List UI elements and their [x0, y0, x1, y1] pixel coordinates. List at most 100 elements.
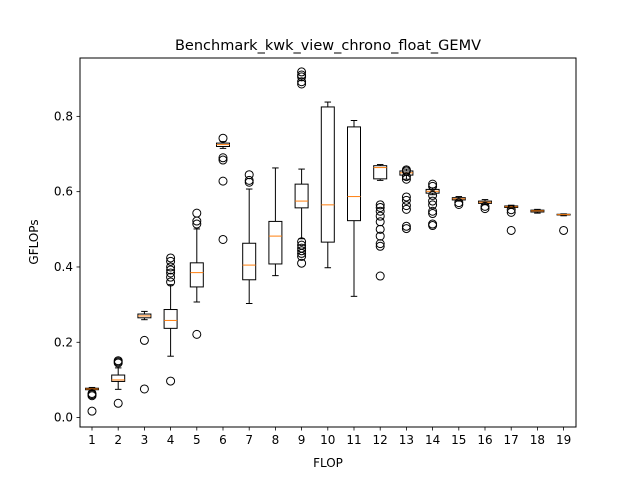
x-tick-label: 12 [373, 433, 388, 447]
box-group [504, 204, 519, 235]
iqr-box [189, 262, 204, 288]
iqr-box [242, 242, 257, 281]
flier-point [428, 190, 438, 200]
flier-point [428, 181, 438, 191]
flier-point [166, 272, 176, 282]
flier-point [218, 176, 228, 186]
flier-point [87, 406, 97, 416]
box-group [294, 67, 309, 268]
iqr-box [268, 220, 283, 265]
flier-point [480, 204, 490, 214]
flier-point [401, 201, 411, 211]
box-group [163, 253, 178, 386]
flier-point [428, 179, 438, 189]
chart-title: Benchmark_kwk_view_chrono_float_GEMV [175, 38, 481, 54]
box-group [189, 208, 204, 339]
flier-point [375, 211, 385, 221]
x-tick-label: 5 [193, 433, 201, 447]
flier-point [139, 384, 149, 394]
iqr-box [294, 183, 309, 209]
iqr-box [320, 106, 335, 243]
x-tick-label: 6 [219, 433, 227, 447]
flier-point [375, 224, 385, 234]
x-tick-label: 4 [167, 433, 175, 447]
flier-point [297, 79, 307, 89]
box-group [216, 133, 230, 244]
flier-point [218, 133, 228, 143]
flier-point [297, 258, 307, 268]
x-tick-label: 11 [346, 433, 361, 447]
box-group [451, 196, 466, 209]
flier-point [166, 262, 176, 272]
flier-point [401, 172, 411, 182]
y-tick-label: 0.4 [54, 260, 73, 274]
flier-point [87, 391, 97, 401]
flier-point [428, 196, 438, 206]
flier-point [375, 202, 385, 212]
flier-point [506, 225, 516, 235]
flier-point [113, 358, 123, 368]
flier-point [480, 201, 490, 211]
y-axis: 0.0 0.2 0.4 0.6 0.8 [54, 109, 80, 425]
y-tick-label: 0.0 [54, 411, 73, 425]
flier-point [428, 209, 438, 219]
box-group [373, 164, 388, 281]
x-axis-label: FLOP [313, 456, 343, 470]
x-tick-label: 16 [477, 433, 492, 447]
flier-point [506, 207, 516, 217]
y-axis-label: GFLOPs [27, 219, 41, 264]
box-group [268, 167, 283, 277]
flier-point [428, 200, 438, 210]
flier-point [244, 177, 254, 187]
x-axis: 1 2 3 4 5 6 7 8 9 10 11 12 13 14 15 16 17 18 19 [88, 427, 571, 447]
flier-point [113, 398, 123, 408]
axes-frame [79, 57, 577, 428]
flier-point [297, 67, 307, 77]
flier-point [166, 253, 176, 263]
plot-area [85, 67, 571, 416]
x-tick-label: 14 [425, 433, 440, 447]
flier-point [192, 219, 202, 229]
x-tick-label: 2 [114, 433, 122, 447]
iqr-box [163, 309, 178, 329]
y-tick-label: 0.2 [54, 335, 73, 349]
x-tick-label: 19 [556, 433, 571, 447]
x-tick-label: 18 [530, 433, 545, 447]
flier-point [297, 72, 307, 82]
flier-point [297, 248, 307, 258]
iqr-box [373, 165, 388, 180]
flier-point [375, 239, 385, 249]
x-tick-label: 3 [141, 433, 149, 447]
x-tick-label: 7 [245, 433, 253, 447]
box-group [399, 165, 414, 234]
box-group [111, 356, 126, 408]
y-tick-label: 0.6 [54, 185, 73, 199]
iqr-box [347, 126, 361, 222]
flier-point [401, 221, 411, 231]
x-tick-label: 8 [272, 433, 280, 447]
flier-point [166, 268, 176, 278]
flier-point [401, 204, 411, 214]
iqr-box [111, 374, 126, 382]
flier-point [401, 224, 411, 234]
box-group [320, 101, 335, 269]
box-group [556, 213, 571, 235]
flier-point [218, 153, 228, 163]
x-tick-label: 9 [298, 433, 306, 447]
flier-point [428, 221, 438, 231]
x-tick-label: 10 [320, 433, 335, 447]
box-group [242, 170, 257, 304]
flier-point [375, 206, 385, 216]
x-tick-label: 17 [504, 433, 519, 447]
flier-point [139, 335, 149, 345]
flier-point [401, 195, 411, 205]
x-tick-label: 15 [451, 433, 466, 447]
flier-point [401, 192, 411, 202]
flier-point [559, 225, 569, 235]
flier-point [375, 271, 385, 281]
flier-point [401, 174, 411, 184]
flier-point [166, 376, 176, 386]
flier-point [428, 206, 438, 216]
